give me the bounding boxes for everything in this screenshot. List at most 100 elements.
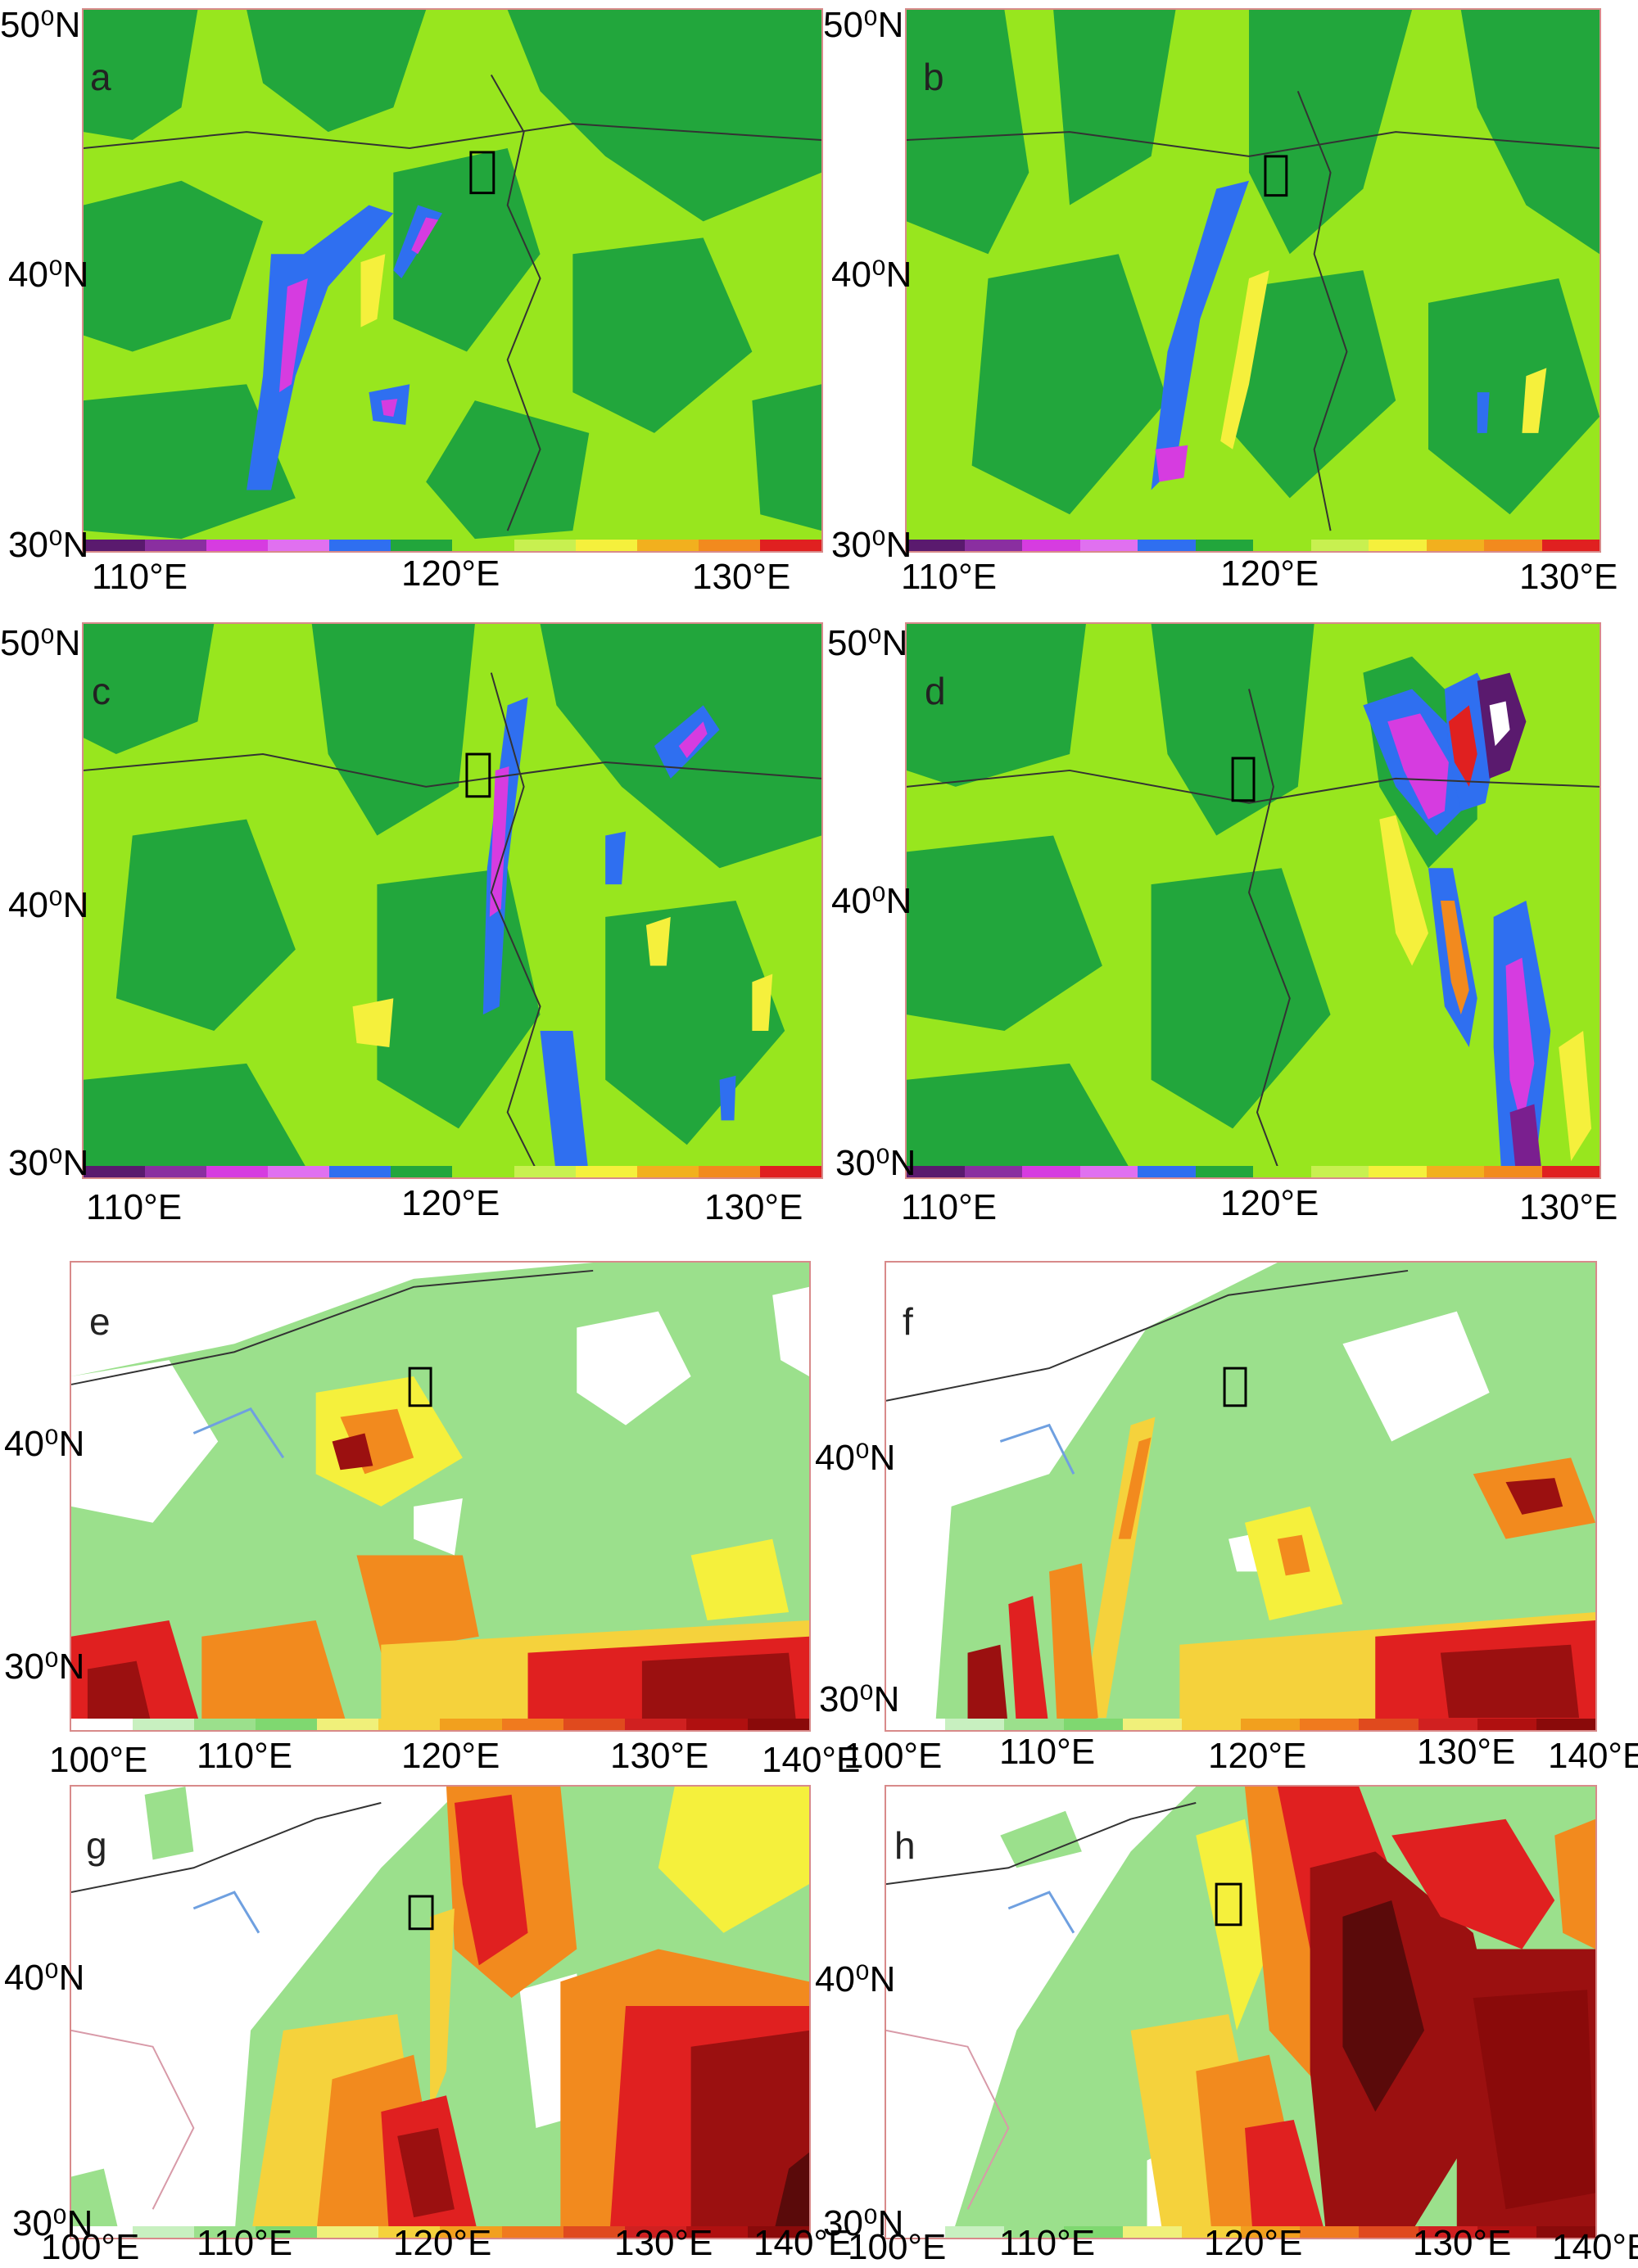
colorbar-swatch: [1181, 2226, 1242, 2238]
colorbar-swatch: [206, 540, 269, 551]
colorbar-swatch: [452, 540, 514, 551]
colorbar-swatch: [1079, 1166, 1138, 1177]
lat-label-30n: 30⁰N: [4, 1647, 85, 1687]
colorbar-swatch: [378, 1719, 441, 1730]
map-e-field: [71, 1263, 809, 1730]
colorbar-swatch: [440, 2226, 502, 2238]
colorbar-swatch: [945, 1719, 1005, 1730]
colorbar-swatch: [747, 1719, 809, 1730]
colorbar-swatch: [1418, 2226, 1477, 2238]
colorbar-swatch: [1004, 2226, 1064, 2238]
map-b-field: [907, 10, 1600, 551]
colorbar-swatch: [1541, 540, 1600, 551]
colorbar-swatch: [1063, 2226, 1123, 2238]
lat-label-30n: 30⁰N: [819, 1679, 900, 1719]
colorbar-swatch: [1369, 540, 1427, 551]
lat-label-30n: 30⁰N: [831, 525, 912, 565]
panel-label: a: [90, 56, 111, 98]
colorbar-swatch: [378, 2226, 441, 2238]
colorbar-swatch: [1138, 1166, 1196, 1177]
colorbar-swatch: [440, 1719, 502, 1730]
lon-label-130e: 130°E: [1519, 557, 1618, 597]
colorbar-swatch: [1195, 1166, 1253, 1177]
colorbar-swatch: [329, 1166, 391, 1177]
colorbar-swatch: [84, 540, 146, 551]
colorbar-swatch: [1079, 540, 1138, 551]
colorbar-swatch: [624, 2226, 686, 2238]
colorbar-swatch: [1122, 1719, 1182, 1730]
map-panel-f: f: [885, 1261, 1597, 1732]
colorbar-swatch: [1004, 1719, 1064, 1730]
panel-label: d: [925, 670, 946, 712]
colorbar-swatch: [964, 540, 1022, 551]
lon-label-110e: 110°E: [999, 1732, 1096, 1772]
lon-label-130e: 130°E: [1417, 1732, 1516, 1772]
lat-label-30n: 30⁰N: [835, 1143, 916, 1183]
lon-label-140e: 140°E: [1548, 1736, 1638, 1776]
colorbar-swatch: [907, 1166, 965, 1177]
lat-label-40n: 40⁰N: [8, 255, 89, 295]
map-panel-b: b: [905, 8, 1601, 553]
lat-label-40n: 40⁰N: [4, 1958, 85, 1998]
colorbar-swatch: [636, 540, 699, 551]
colorbar-swatch: [1181, 1719, 1242, 1730]
colorbar-swatch: [71, 1719, 133, 1730]
colorbar-swatch: [575, 540, 637, 551]
lon-label-130e: 130°E: [692, 557, 791, 597]
colorbar-swatch: [575, 1166, 637, 1177]
map-panel-c: c: [82, 622, 823, 1179]
panel-label: h: [894, 1824, 916, 1867]
colorbar-swatch: [501, 1719, 563, 1730]
colorbar-swatch: [1253, 540, 1311, 551]
lon-label-110e: 110°E: [901, 557, 998, 597]
lat-label-40n: 40⁰N: [815, 1438, 896, 1478]
colorbar-swatch: [624, 1719, 686, 1730]
colorbar-swatch: [501, 2226, 563, 2238]
target-box: [1223, 1367, 1247, 1407]
target-box: [469, 151, 495, 195]
colorbar-swatch: [133, 1719, 195, 1730]
target-box: [1215, 1882, 1242, 1927]
lon-label-120e: 120°E: [401, 1736, 500, 1776]
map-panel-e: e: [70, 1261, 811, 1732]
lon-label-100e: 100°E: [848, 2227, 947, 2267]
colorbar-swatch: [1484, 1166, 1542, 1177]
colorbar-swatch: [84, 1166, 146, 1177]
colorbar-swatch: [686, 2226, 748, 2238]
colorbar-swatch: [317, 2226, 379, 2238]
lon-label-120e: 120°E: [1220, 1183, 1319, 1223]
colorbar-swatch: [268, 540, 330, 551]
colorbar-swatch: [145, 540, 207, 551]
colorbar-swatch: [759, 540, 821, 551]
colorbar-swatch: [636, 1166, 699, 1177]
lat-label-30n: 30⁰N: [8, 525, 89, 565]
colorbar: [907, 540, 1600, 551]
colorbar-swatch: [514, 540, 576, 551]
colorbar-swatch: [886, 2226, 946, 2238]
lon-label-100e: 100°E: [844, 1736, 943, 1776]
lon-label-110e: 110°E: [86, 1187, 183, 1227]
colorbar: [907, 1166, 1600, 1177]
panel-label: g: [86, 1824, 107, 1867]
colorbar-swatch: [391, 540, 453, 551]
target-box: [1264, 155, 1288, 197]
colorbar-swatch: [1369, 1166, 1427, 1177]
colorbar-swatch: [1138, 540, 1196, 551]
colorbar-swatch: [1122, 2226, 1182, 2238]
panel-label: c: [92, 670, 111, 712]
lat-label-40n: 40⁰N: [815, 1959, 896, 1999]
lon-label-120e: 120°E: [1220, 553, 1319, 594]
lon-label-130e: 130°E: [614, 2223, 713, 2263]
lat-label-40n: 40⁰N: [4, 1424, 85, 1464]
lon-label-110e: 110°E: [901, 1187, 998, 1227]
lon-label-140e: 140°E: [1552, 2227, 1638, 2267]
colorbar-swatch: [1359, 1719, 1419, 1730]
colorbar-swatch: [1022, 540, 1080, 551]
colorbar-swatch: [747, 2226, 809, 2238]
lon-label-120e: 120°E: [393, 2223, 492, 2263]
colorbar: [886, 1719, 1595, 1730]
lat-label-50n: 50⁰N: [827, 623, 908, 663]
colorbar-swatch: [206, 1166, 269, 1177]
colorbar-swatch: [698, 1166, 760, 1177]
colorbar-swatch: [329, 540, 391, 551]
